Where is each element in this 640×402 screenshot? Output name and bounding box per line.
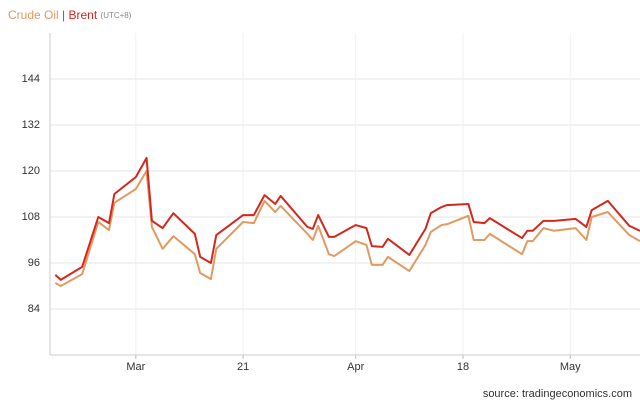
y-tick-label: 120: [22, 165, 40, 177]
y-tick-label: 84: [28, 303, 40, 315]
series-line: [54, 156, 640, 281]
x-tick-label: 21: [237, 361, 249, 373]
x-tick-label: May: [560, 361, 581, 373]
y-tick-label: 132: [22, 119, 40, 131]
legend-entry: Crude Oil: [8, 8, 59, 22]
legend: Crude Oil | Brent (UTC+8): [8, 8, 132, 22]
x-tick-label: Mar: [126, 361, 145, 373]
legend-entry: Brent: [69, 8, 98, 22]
source: source: tradingeconomics.com: [483, 388, 632, 400]
series-line: [54, 170, 640, 287]
y-tick-label: 96: [28, 257, 40, 269]
x-tick-label: Apr: [347, 361, 364, 373]
x-tick-label: 18: [457, 361, 469, 373]
y-tick-label: 144: [22, 73, 40, 85]
legend-separator: |: [62, 8, 65, 22]
timezone-note: (UTC+8): [101, 11, 132, 20]
y-tick-label: 108: [22, 211, 40, 223]
